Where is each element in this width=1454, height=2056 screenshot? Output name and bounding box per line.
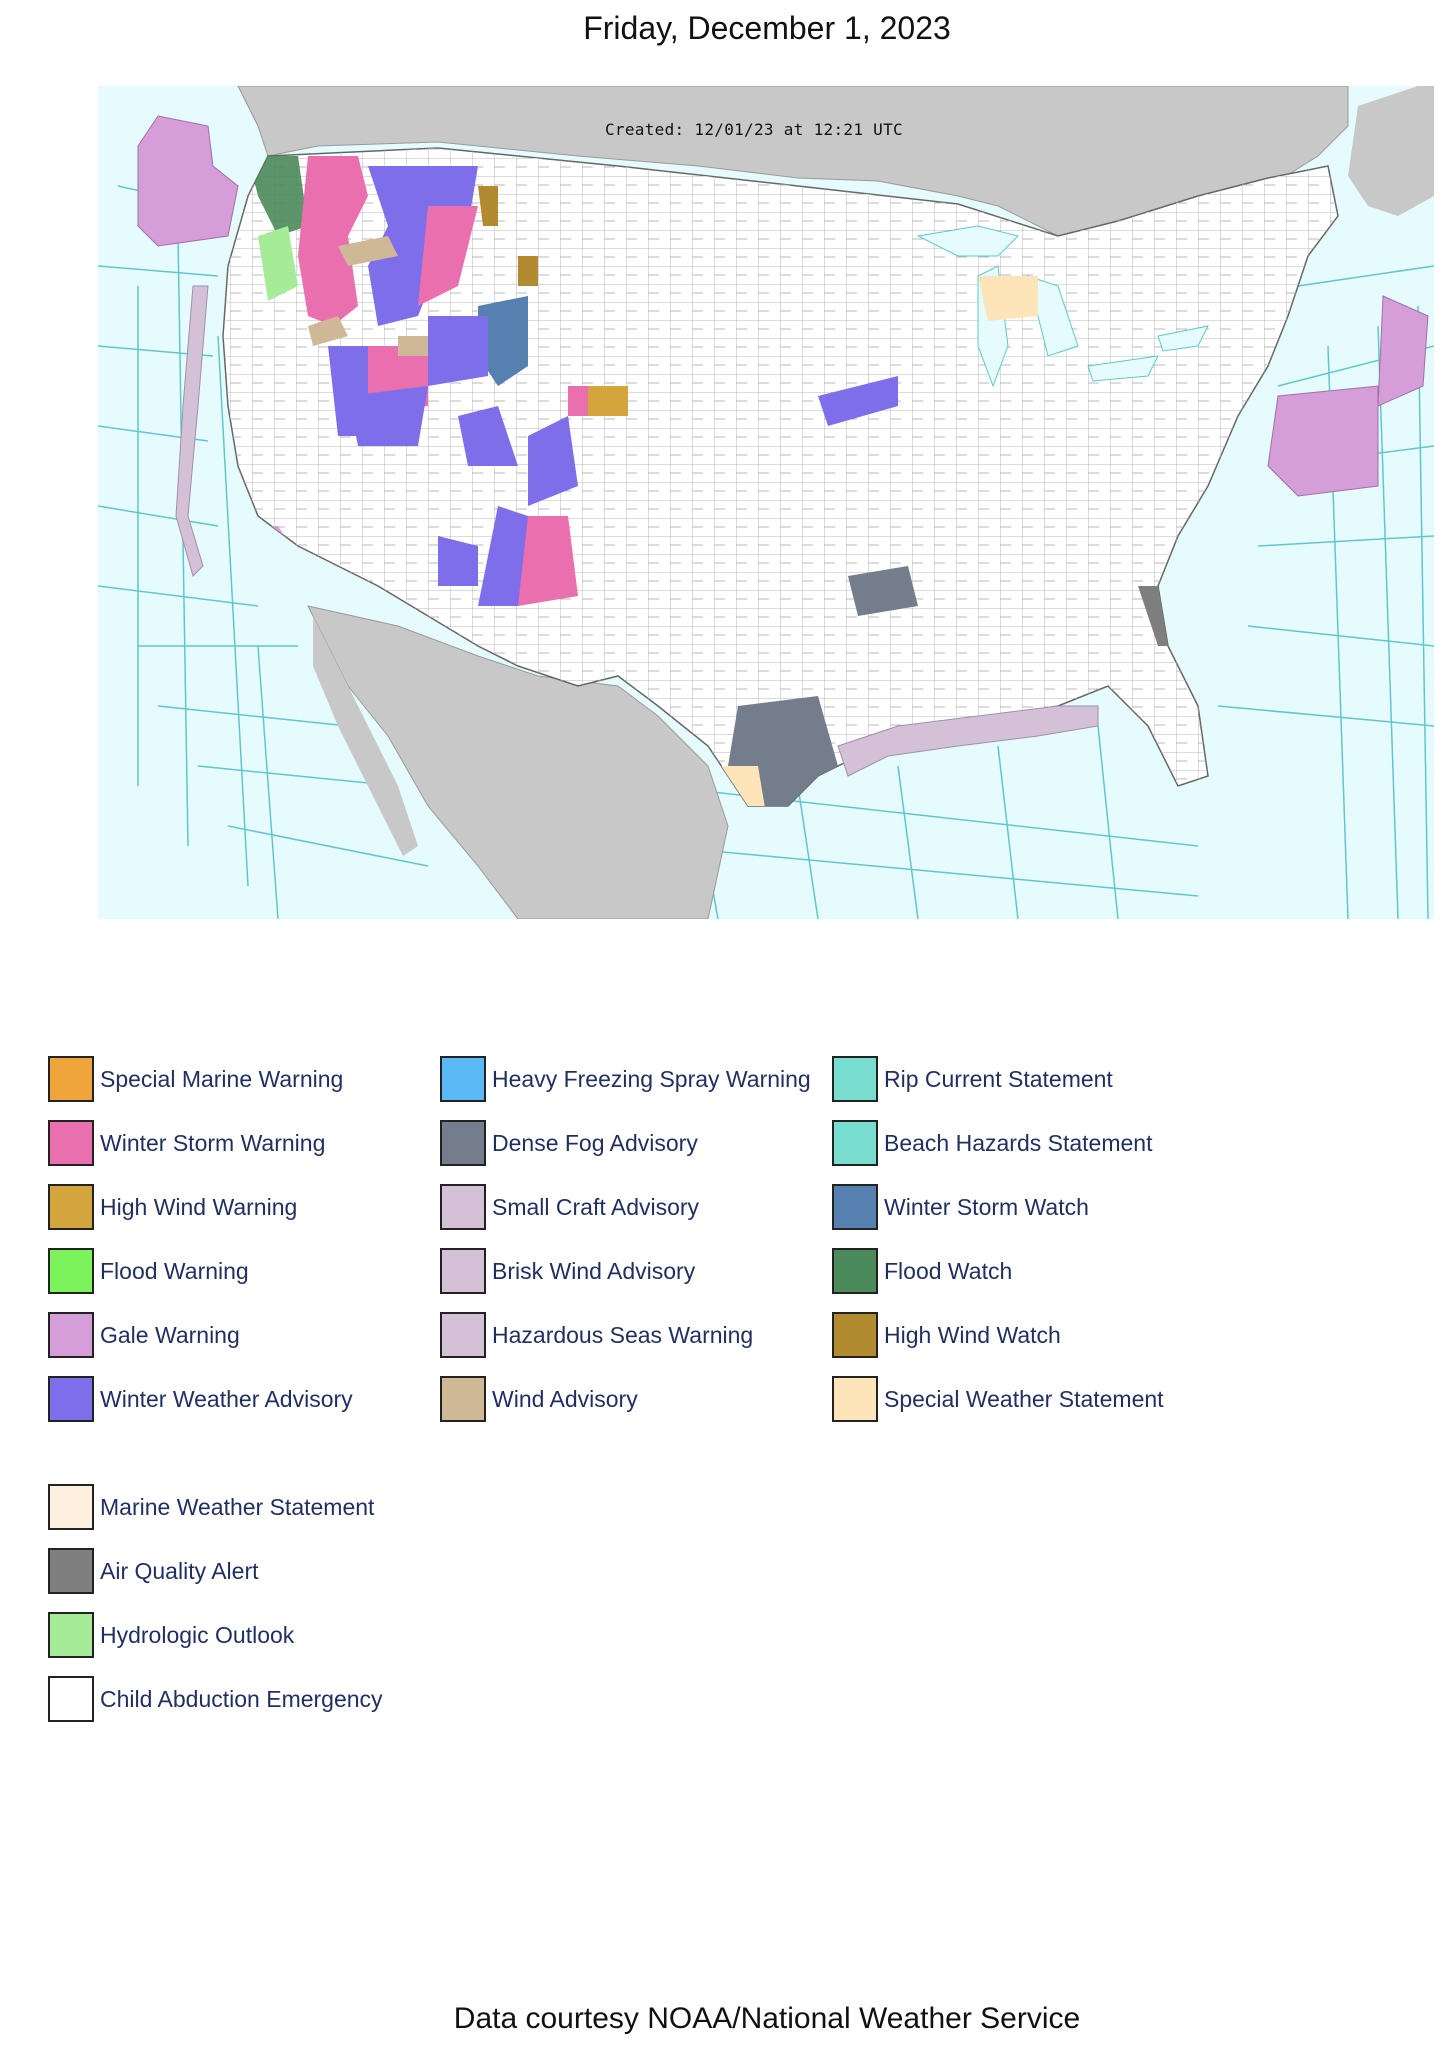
- legend: Special Marine Warning Winter Storm Warn…: [48, 1056, 1428, 1456]
- legend-item: Marine Weather Statement: [48, 1484, 383, 1548]
- legend-label: Special Marine Warning: [100, 1066, 344, 1092]
- legend-label: Flood Watch: [884, 1258, 1013, 1284]
- legend-swatch: [832, 1312, 878, 1358]
- legend-swatch: [48, 1676, 94, 1722]
- legend-item: High Wind Warning: [48, 1184, 353, 1248]
- alert-regions: [248, 156, 1278, 806]
- legend-item: High Wind Watch: [832, 1312, 1164, 1376]
- legend-label: Hazardous Seas Warning: [492, 1322, 754, 1348]
- legend-swatch: [440, 1184, 486, 1230]
- page-date: Friday, December 1, 2023: [583, 10, 951, 46]
- us-alert-map-graphic: [98, 86, 1434, 919]
- legend-swatch: [48, 1248, 94, 1294]
- baja-land: [313, 616, 418, 856]
- legend-swatch: [440, 1312, 486, 1358]
- legend-label: Winter Weather Advisory: [100, 1386, 353, 1412]
- gale-warning-atlantic-south: [1267, 385, 1379, 497]
- canada-land: [237, 86, 1349, 247]
- legend-label: Winter Storm Warning: [100, 1130, 326, 1156]
- legend-item: Heavy Freezing Spray Warning: [440, 1056, 811, 1120]
- legend-label: Beach Hazards Statement: [884, 1130, 1153, 1156]
- legend-item: Small Craft Advisory: [440, 1184, 811, 1248]
- page-footer: Data courtesy NOAA/National Weather Serv…: [453, 2002, 1081, 2035]
- legend-label: Air Quality Alert: [100, 1558, 259, 1584]
- legend-label: Hydrologic Outlook: [100, 1622, 295, 1648]
- legend-swatch: [440, 1120, 486, 1166]
- legend-item: Beach Hazards Statement: [832, 1120, 1164, 1184]
- small-craft-gulf: [837, 705, 1099, 777]
- legend-swatch: [832, 1184, 878, 1230]
- legend-label: Child Abduction Emergency: [100, 1686, 383, 1712]
- legend-item: Rip Current Statement: [832, 1056, 1164, 1120]
- legend-column-1: Special Marine Warning Winter Storm Warn…: [48, 1056, 353, 1440]
- legend-label: Winter Storm Watch: [884, 1194, 1089, 1220]
- small-craft-pacific: [175, 285, 209, 577]
- legend-item: Winter Storm Warning: [48, 1120, 353, 1184]
- legend-item: Winter Weather Advisory: [48, 1376, 353, 1440]
- legend-swatch: [48, 1056, 94, 1102]
- legend-label: Brisk Wind Advisory: [492, 1258, 696, 1284]
- legend-swatch: [440, 1056, 486, 1102]
- nova-scotia-land: [1348, 86, 1434, 216]
- map-created-timestamp: Created: 12/01/23 at 12:21 UTC: [605, 120, 903, 139]
- legend-swatch: [48, 1484, 94, 1530]
- legend-item: Flood Warning: [48, 1248, 353, 1312]
- legend-extra: Marine Weather Statement Air Quality Ale…: [48, 1484, 383, 1740]
- legend-swatch: [48, 1312, 94, 1358]
- legend-item: Air Quality Alert: [48, 1548, 383, 1612]
- legend-label: Special Weather Statement: [884, 1386, 1164, 1412]
- legend-swatch: [832, 1120, 878, 1166]
- legend-item: Dense Fog Advisory: [440, 1120, 811, 1184]
- legend-label: Wind Advisory: [492, 1386, 638, 1412]
- legend-item: Brisk Wind Advisory: [440, 1248, 811, 1312]
- legend-item: Gale Warning: [48, 1312, 353, 1376]
- mexico-land: [307, 605, 729, 919]
- legend-swatch: [832, 1248, 878, 1294]
- legend-item: Wind Advisory: [440, 1376, 811, 1440]
- legend-label: Gale Warning: [100, 1322, 240, 1348]
- legend-label: High Wind Watch: [884, 1322, 1061, 1348]
- gale-warning-atlantic-north: [1377, 295, 1429, 407]
- weather-alert-map: Created: 12/01/23 at 12:21 UTC: [98, 86, 1434, 919]
- legend-column-3: Rip Current Statement Beach Hazards Stat…: [832, 1056, 1164, 1440]
- legend-item: Flood Watch: [832, 1248, 1164, 1312]
- legend-item: Hydrologic Outlook: [48, 1612, 383, 1676]
- legend-label: Rip Current Statement: [884, 1066, 1113, 1092]
- great-lakes: [916, 225, 1209, 388]
- legend-swatch: [48, 1548, 94, 1594]
- legend-label: High Wind Warning: [100, 1194, 298, 1220]
- legend-item: Special Weather Statement: [832, 1376, 1164, 1440]
- legend-swatch: [48, 1120, 94, 1166]
- legend-label: Marine Weather Statement: [100, 1494, 375, 1520]
- legend-label: Dense Fog Advisory: [492, 1130, 698, 1156]
- legend-column-2: Heavy Freezing Spray Warning Dense Fog A…: [440, 1056, 811, 1440]
- legend-label: Heavy Freezing Spray Warning: [492, 1066, 811, 1092]
- legend-swatch: [832, 1376, 878, 1422]
- gale-warning-pacific: [137, 115, 239, 247]
- legend-swatch: [48, 1184, 94, 1230]
- legend-item: Special Marine Warning: [48, 1056, 353, 1120]
- legend-swatch: [440, 1376, 486, 1422]
- legend-label: Small Craft Advisory: [492, 1194, 700, 1220]
- legend-swatch: [832, 1056, 878, 1102]
- legend-item: Hazardous Seas Warning: [440, 1312, 811, 1376]
- legend-swatch: [48, 1376, 94, 1422]
- legend-item: Winter Storm Watch: [832, 1184, 1164, 1248]
- legend-swatch: [440, 1248, 486, 1294]
- legend-swatch: [48, 1612, 94, 1658]
- legend-label: Flood Warning: [100, 1258, 249, 1284]
- legend-item: Child Abduction Emergency: [48, 1676, 383, 1740]
